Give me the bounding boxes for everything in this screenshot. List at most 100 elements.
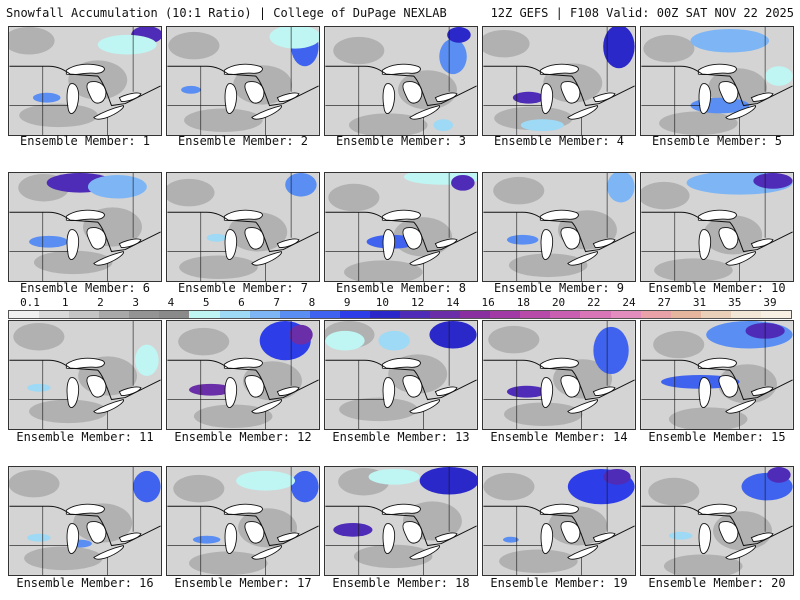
national-border (9, 359, 161, 401)
snow-light-area (648, 477, 700, 506)
lake-outline (118, 386, 142, 397)
lake-outline (725, 545, 757, 560)
state-borders (483, 321, 608, 429)
colorbar-label: 35 (728, 296, 742, 309)
colorbar-label: 4 (167, 296, 175, 309)
snowfall-map (641, 27, 793, 135)
snowfall-map (641, 321, 793, 429)
lake-outline (276, 532, 300, 543)
snowfall-map (641, 467, 793, 575)
lake-outline (434, 238, 458, 249)
snowfall-map (9, 321, 161, 429)
snow-light-area (178, 327, 230, 356)
lake-outline (224, 229, 238, 260)
member-caption: Ensemble Member: 9 (493, 281, 625, 295)
lake-outline (718, 227, 739, 250)
colorbar-swatch (39, 311, 70, 318)
ensemble-panel (8, 320, 162, 430)
snowfall-map (167, 467, 319, 575)
lake-outline (251, 545, 283, 560)
snow-heavy-area (29, 235, 69, 248)
lake-outline (592, 532, 616, 543)
ensemble-panel (8, 172, 162, 282)
snow-light-area (9, 27, 55, 55)
snow-heavy-area (325, 330, 365, 351)
state-borders (483, 27, 608, 135)
lake-outline (698, 83, 712, 114)
colorbar-swatch (279, 311, 310, 318)
colorbar-label: 24 (622, 296, 636, 309)
member-caption: Ensemble Member: 14 (490, 430, 628, 444)
snow-light-area (499, 549, 578, 574)
national-border (483, 65, 635, 107)
member-caption: Ensemble Member: 18 (332, 576, 470, 590)
lake-outline (718, 521, 739, 544)
lake-outline (698, 377, 712, 408)
colorbar-label: 20 (551, 296, 566, 309)
state-borders (325, 467, 450, 575)
snow-heavy-area (506, 234, 539, 245)
colorbar-labels: 0.1 1 2 3 4 5 6 7 8 9 10 12 14 16 18 20 22 24 27 31 35 39 (8, 296, 792, 310)
colorbar-label: 27 (657, 296, 671, 309)
snow-heavy-area (378, 330, 410, 351)
lake-outline (66, 83, 80, 114)
state-borders (9, 467, 134, 575)
snowfall-map (325, 321, 477, 429)
snow-light-area (189, 551, 268, 575)
national-border (641, 211, 793, 253)
lake-outline (718, 375, 739, 398)
colorbar-swatch (9, 311, 40, 318)
lake-outline (560, 521, 581, 544)
lake-outline (698, 229, 712, 260)
colorbar-label: 18 (516, 296, 530, 309)
member-caption: Ensemble Member: 17 (174, 576, 312, 590)
state-borders (325, 173, 450, 281)
lake-outline (93, 251, 125, 266)
lake-outline (540, 229, 554, 260)
snow-light-area (173, 474, 225, 503)
snow-light-area (353, 544, 433, 569)
lake-outline (93, 399, 125, 414)
colorbar-label: 0.1 (20, 296, 40, 309)
colorbar-label: 9 (343, 296, 351, 309)
lake-outline (402, 521, 423, 544)
snowfall-map (325, 467, 477, 575)
lake-outline (93, 105, 125, 120)
lake-outline (244, 81, 265, 104)
colorbar-label: 14 (446, 296, 460, 309)
colorbar-swatch (99, 311, 130, 318)
colorbar-swatch (400, 311, 431, 318)
snow-heavy-area (451, 174, 475, 191)
snow-heavy-area (520, 119, 564, 132)
colorbar-label: 12 (410, 296, 425, 309)
state-borders (483, 173, 608, 281)
member-caption: Ensemble Member: 6 (19, 281, 151, 295)
snow-light-area (167, 178, 215, 207)
lake-outline (725, 399, 757, 414)
national-border (167, 505, 319, 547)
snow-heavy-area (433, 119, 454, 132)
lake-outline (66, 229, 80, 260)
national-border (483, 505, 635, 547)
state-borders (483, 467, 608, 575)
ensemble-panel (324, 320, 478, 430)
colorbar-swatch (339, 311, 370, 318)
lake-outline (93, 545, 125, 560)
snow-heavy-area (285, 173, 317, 197)
snow-heavy-area (133, 470, 161, 503)
colorbar-swatch (189, 311, 220, 318)
lake-outline (402, 227, 423, 250)
member-caption: Ensemble Member: 1 (19, 134, 151, 148)
member-caption: Ensemble Member: 12 (174, 430, 312, 444)
ensemble-panel (640, 172, 794, 282)
lake-outline (86, 81, 107, 104)
state-borders (641, 27, 766, 135)
snow-light-area (663, 554, 743, 575)
lake-outline (567, 251, 599, 266)
lake-outline (434, 92, 458, 103)
snow-heavy-area (503, 536, 519, 543)
lake-outline (402, 375, 423, 398)
ensemble-panel (324, 466, 478, 576)
colorbar-label: 22 (587, 296, 601, 309)
snow-light-area (339, 397, 418, 422)
